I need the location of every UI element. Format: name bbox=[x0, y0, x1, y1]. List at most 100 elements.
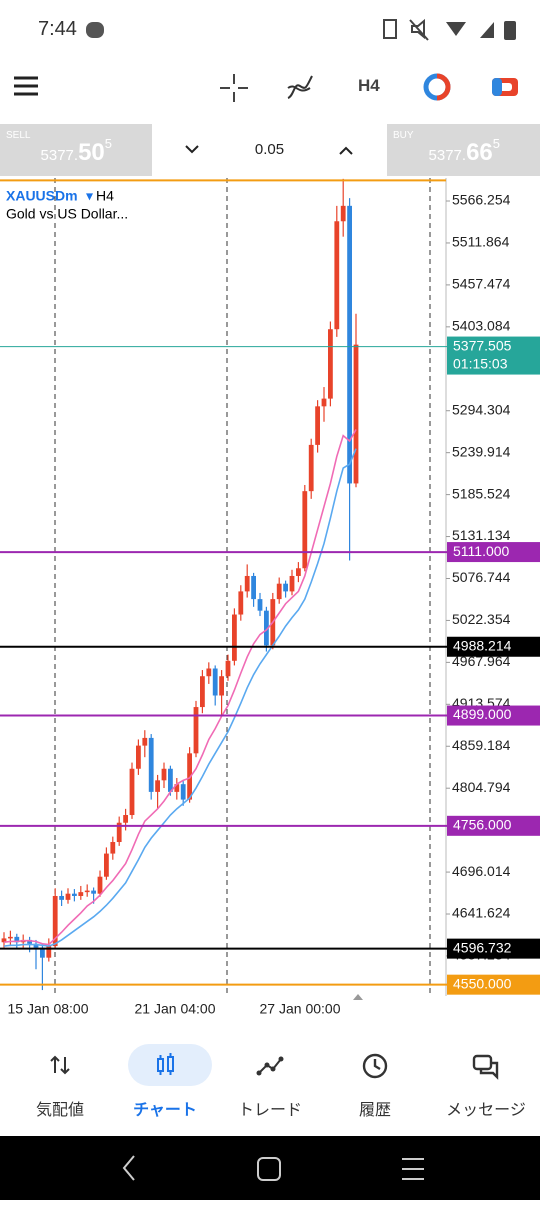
menu-button[interactable] bbox=[14, 76, 40, 96]
account-button[interactable] bbox=[490, 74, 520, 100]
y-tick-label: 4967.964 bbox=[452, 653, 511, 669]
candle-body bbox=[200, 676, 205, 708]
level-label-box bbox=[447, 336, 540, 375]
candle-body bbox=[136, 745, 141, 769]
volume-control: 0.05 bbox=[152, 124, 387, 176]
candle-body bbox=[206, 668, 212, 677]
candle-body bbox=[27, 939, 32, 944]
buy-label: BUY bbox=[393, 130, 414, 141]
candle-body bbox=[238, 591, 244, 615]
nav-tab[interactable]: 履歴 bbox=[321, 1038, 429, 1136]
price-big: 50 bbox=[78, 139, 105, 166]
y-tick-label: 5239.914 bbox=[452, 443, 511, 459]
candle-body bbox=[315, 406, 320, 445]
y-tick-label: 4641.624 bbox=[452, 905, 511, 921]
candle-body bbox=[232, 614, 237, 661]
candle-body bbox=[116, 822, 122, 843]
nav-label: メッセージ bbox=[446, 1102, 526, 1119]
level-label: 4596.732 bbox=[453, 939, 512, 955]
sell-label: SELL bbox=[6, 130, 31, 141]
candle-body bbox=[187, 753, 192, 800]
indicators-button[interactable] bbox=[286, 74, 314, 102]
y-tick-label: 5403.084 bbox=[452, 318, 511, 334]
nav-tab[interactable]: 気配値 bbox=[6, 1038, 114, 1136]
candle-body bbox=[212, 668, 218, 696]
price-main: 5377. bbox=[40, 147, 79, 164]
status-icons bbox=[383, 18, 516, 41]
nav-label: チャート bbox=[133, 1102, 197, 1119]
trade-panel: SELL 5377.505 0.05 BUY 5377.665 bbox=[0, 124, 540, 176]
nav-tab[interactable]: トレード bbox=[216, 1038, 324, 1136]
x-tick-label: 27 Jan 00:00 bbox=[260, 1001, 341, 1017]
shift-marker bbox=[353, 994, 363, 1000]
x-tick-label: 15 Jan 08:00 bbox=[8, 1001, 89, 1017]
level-label-box bbox=[447, 542, 540, 563]
volume-up[interactable] bbox=[338, 144, 354, 156]
candle-body bbox=[84, 890, 90, 893]
candle-body bbox=[1, 938, 7, 943]
moving-average bbox=[3, 448, 357, 947]
y-tick-label: 5457.474 bbox=[452, 276, 511, 292]
y-tick-label: 5511.864 bbox=[452, 234, 510, 250]
candle-body bbox=[8, 936, 13, 939]
level-label: 4756.000 bbox=[453, 817, 512, 833]
period-separator bbox=[54, 178, 431, 996]
line-icon bbox=[86, 22, 104, 38]
candle-body bbox=[72, 893, 77, 896]
candle-body bbox=[14, 936, 20, 943]
candle-body bbox=[340, 205, 346, 222]
system-buttons bbox=[122, 1155, 424, 1181]
volume-down[interactable] bbox=[184, 144, 200, 156]
candle-body bbox=[251, 575, 256, 600]
crosshair-button[interactable] bbox=[220, 74, 248, 102]
candle-body bbox=[168, 768, 173, 792]
sell-button[interactable]: SELL 5377.505 bbox=[0, 124, 152, 176]
toolbar: H4 bbox=[0, 56, 540, 118]
candle-body bbox=[78, 892, 84, 896]
candle-body bbox=[65, 893, 71, 900]
candle-body bbox=[97, 876, 103, 894]
y-tick-label: 4859.184 bbox=[452, 737, 511, 753]
sell-price: 5377.505 bbox=[41, 136, 112, 167]
candle-body bbox=[296, 568, 301, 576]
timeframe-button[interactable]: H4 bbox=[358, 76, 380, 95]
nav-label: 履歴 bbox=[358, 1102, 391, 1119]
y-tick-label: 5022.354 bbox=[452, 611, 511, 627]
candle-body bbox=[264, 610, 269, 646]
y-tick-label: 5566.254 bbox=[452, 192, 511, 208]
price-big: 66 bbox=[466, 139, 493, 166]
candle-body bbox=[353, 344, 359, 484]
candle-body bbox=[347, 205, 352, 484]
candle-body bbox=[244, 575, 250, 592]
y-tick-label: 4804.794 bbox=[452, 779, 511, 795]
chart[interactable]: XAUUSDm ▾ H4 Gold vs US Dollar... 5566.2… bbox=[0, 178, 540, 1036]
candle-body bbox=[321, 398, 327, 407]
level-label: 5111.000 bbox=[453, 543, 510, 559]
volume[interactable]: 0.05 bbox=[254, 141, 285, 158]
candle-body bbox=[129, 768, 135, 816]
y-tick-label: 5185.524 bbox=[452, 485, 511, 501]
nav-icon bbox=[256, 1056, 284, 1076]
price-point: 5 bbox=[492, 136, 500, 151]
nav-icon bbox=[362, 1053, 388, 1079]
candle-body bbox=[161, 768, 167, 781]
candle-body bbox=[174, 784, 180, 792]
candle-body bbox=[328, 329, 333, 399]
countdown: 01:15:03 bbox=[453, 355, 508, 371]
trade-button[interactable] bbox=[422, 72, 452, 102]
system-nav bbox=[0, 1136, 540, 1200]
y-tick-label: 5131.134 bbox=[452, 527, 511, 543]
buy-button[interactable]: BUY 5377.665 bbox=[387, 124, 540, 176]
candle-body bbox=[148, 737, 154, 792]
candle-body bbox=[180, 784, 186, 800]
x-tick-label: 21 Jan 04:00 bbox=[135, 1001, 216, 1017]
candle-body bbox=[225, 660, 231, 677]
active-pill bbox=[128, 1044, 212, 1086]
nav-tab[interactable]: チャート bbox=[111, 1038, 219, 1136]
nav-tab[interactable]: メッセージ bbox=[426, 1038, 534, 1136]
candle-body bbox=[308, 444, 314, 492]
candle-body bbox=[59, 895, 64, 900]
status-bar: 7:44 bbox=[0, 0, 540, 56]
description: Gold vs US Dollar... bbox=[6, 206, 128, 222]
